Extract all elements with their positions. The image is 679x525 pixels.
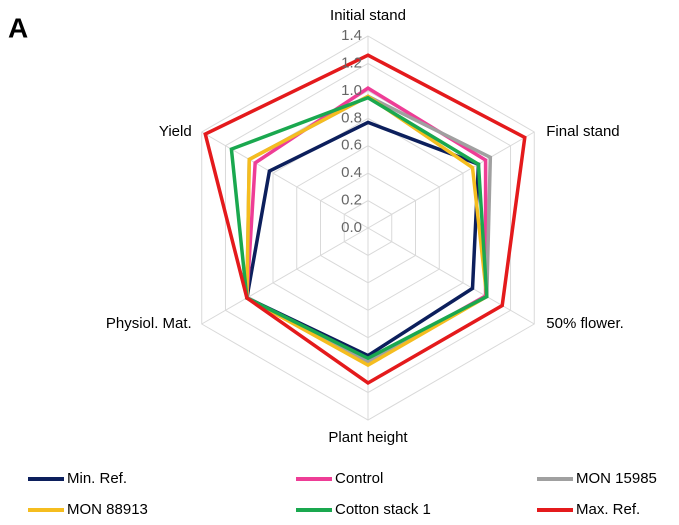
spoke bbox=[201, 227, 369, 325]
legend-label: Control bbox=[335, 470, 383, 487]
series-line bbox=[245, 94, 489, 368]
y-tick-label: 1.2 bbox=[341, 54, 362, 71]
legend-label: Min. Ref. bbox=[67, 470, 127, 487]
y-tick-label: 1.4 bbox=[341, 27, 362, 44]
y-tick-label: 0.0 bbox=[341, 219, 362, 236]
spoke bbox=[367, 131, 535, 229]
category-label: Physiol. Mat. bbox=[106, 315, 192, 332]
series-line bbox=[203, 53, 527, 386]
spoke bbox=[201, 131, 369, 229]
legend-label: Cotton stack 1 bbox=[335, 501, 431, 518]
category-label: Initial stand bbox=[330, 7, 406, 24]
legend-label: MON 15985 bbox=[576, 470, 657, 487]
spoke bbox=[367, 227, 535, 325]
y-tick-label: 1.0 bbox=[341, 82, 362, 99]
category-label: Yield bbox=[159, 123, 192, 140]
y-tick-label: 0.4 bbox=[341, 164, 362, 181]
category-label: Plant height bbox=[328, 429, 408, 446]
category-label: 50% flower. bbox=[546, 315, 624, 332]
panel-label: A bbox=[8, 12, 28, 43]
y-tick-label: 0.6 bbox=[341, 137, 362, 154]
category-label: Final stand bbox=[546, 123, 619, 140]
y-tick-label: 0.8 bbox=[341, 109, 362, 126]
legend-label: Max. Ref. bbox=[576, 501, 640, 518]
legend-label: MON 88913 bbox=[67, 501, 148, 518]
series-line bbox=[229, 95, 489, 361]
y-tick-label: 0.2 bbox=[341, 192, 362, 209]
